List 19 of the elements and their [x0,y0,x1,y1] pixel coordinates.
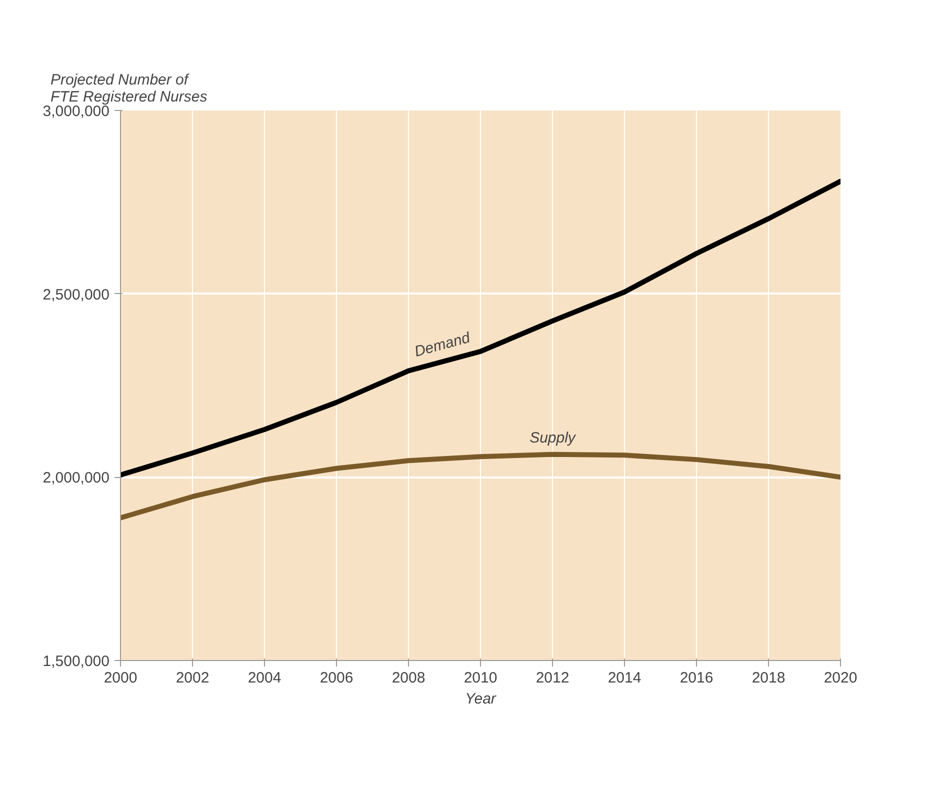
x-tick-label: 2006 [320,670,354,686]
x-tick-label: 2004 [248,670,282,686]
y-axis-title: Projected Number of FTE Registered Nurses [50,72,208,106]
x-tick-label: 2012 [536,670,570,686]
x-tick-label: 2008 [392,670,426,686]
x-tick-label: 2010 [464,670,498,686]
x-tick-label: 2016 [680,670,714,686]
text: Demand [412,329,473,361]
y-tick-label: 3,000,000 [42,103,110,120]
y-tick-label: 2,500,000 [42,286,110,304]
y-tick-label: 2,000,000 [42,470,110,487]
x-axis-title: Year [465,690,497,708]
x-tick-label: 2020 [824,670,858,686]
x-tick-label: 2000 [104,670,138,686]
x-tick-label: 2002 [176,670,210,686]
x-tick-label: 2018 [752,670,786,686]
y-tick-label: 1,500,000 [42,653,110,670]
series-label: Supply [530,429,577,446]
x-tick-label: 2014 [608,670,642,686]
